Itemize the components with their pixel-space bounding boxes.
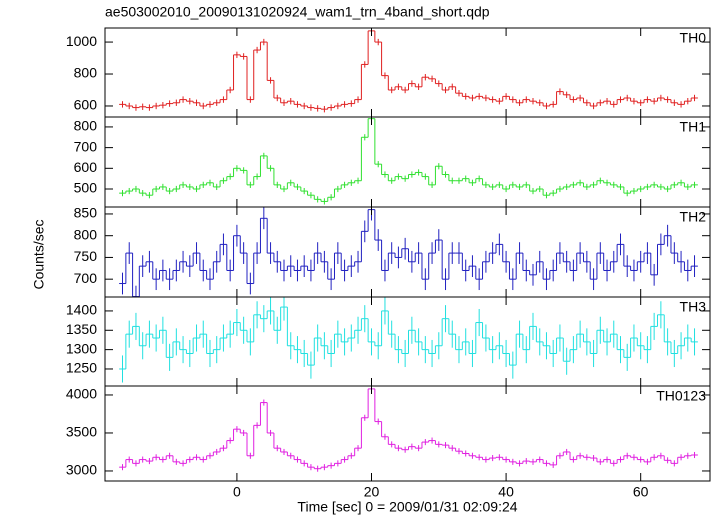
series-label: TH3 (680, 299, 707, 315)
panel-frame (104, 27, 711, 118)
y-tick-label: 4000 (66, 386, 97, 402)
y-tick-label: 1000 (66, 33, 97, 49)
y-tick-label: 1400 (66, 302, 97, 318)
panel-frame (104, 296, 711, 387)
x-tick-label: 60 (633, 484, 649, 500)
y-tick-label: 700 (74, 270, 98, 286)
y-axis-label: Counts/sec (31, 219, 47, 289)
y-tick-label: 800 (74, 118, 98, 134)
y-tick-label: 600 (74, 97, 98, 113)
panel-frame (104, 206, 711, 298)
x-tick-label: 40 (498, 484, 514, 500)
y-tick-label: 3500 (66, 424, 97, 440)
series-label: TH0123 (656, 388, 706, 404)
series-label: TH0 (680, 30, 707, 46)
chart-title: ae503002010_20090131020924_wam1_trn_4ban… (105, 4, 490, 20)
panel-frame (104, 116, 711, 208)
panel-frame (104, 385, 711, 482)
y-tick-label: 750 (74, 248, 98, 264)
y-tick-label: 1350 (66, 321, 97, 337)
x-axis-label: Time [sec] 0 = 2009/01/31 02:09:24 (297, 499, 517, 515)
y-tick-label: 850 (74, 205, 98, 221)
y-tick-label: 1250 (66, 360, 97, 376)
y-tick-label: 3000 (66, 462, 97, 478)
series-label: TH2 (680, 209, 707, 225)
series-label: TH1 (680, 119, 707, 135)
y-tick-label: 800 (74, 65, 98, 81)
y-tick-label: 600 (74, 159, 98, 175)
y-tick-label: 500 (74, 180, 98, 196)
y-tick-label: 1300 (66, 340, 97, 356)
y-tick-label: 800 (74, 226, 98, 242)
x-tick-label: 0 (233, 484, 241, 500)
y-tick-label: 700 (74, 138, 98, 154)
x-tick-label: 20 (364, 484, 380, 500)
